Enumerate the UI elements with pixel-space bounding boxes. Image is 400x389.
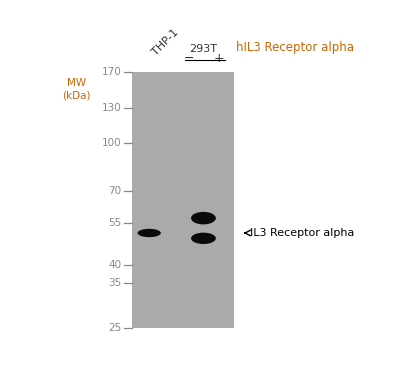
Text: 170: 170	[102, 67, 121, 77]
Text: 130: 130	[102, 103, 121, 113]
Text: 55: 55	[108, 218, 121, 228]
Text: −: −	[183, 52, 194, 65]
Text: MW
(kDa): MW (kDa)	[62, 78, 90, 100]
Text: 25: 25	[108, 323, 121, 333]
Text: 35: 35	[108, 278, 121, 288]
Text: 70: 70	[108, 186, 121, 196]
Text: 40: 40	[108, 261, 121, 270]
Text: 100: 100	[102, 138, 121, 148]
Ellipse shape	[138, 229, 161, 237]
Bar	[132, 72, 234, 328]
Text: IL3 Receptor alpha: IL3 Receptor alpha	[250, 228, 354, 238]
Ellipse shape	[191, 212, 216, 224]
Text: +: +	[214, 52, 224, 65]
Ellipse shape	[191, 233, 216, 244]
Text: hIL3 Receptor alpha: hIL3 Receptor alpha	[236, 41, 354, 54]
Text: 293T: 293T	[190, 44, 218, 54]
Text: THP-1: THP-1	[150, 27, 181, 57]
